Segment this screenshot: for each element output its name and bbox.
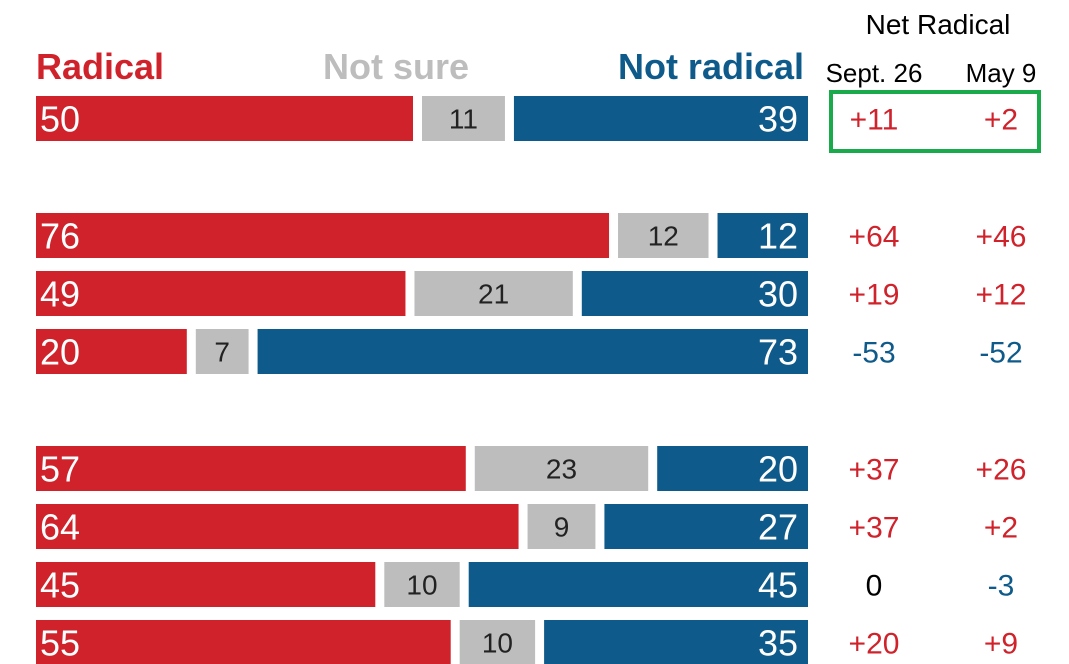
bar-not-radical-row-5 — [657, 446, 808, 491]
value-label-radical-row-4: 20 — [40, 332, 80, 373]
legend-not-sure: Not sure — [323, 46, 469, 87]
value-label-not-sure-row-1: 11 — [449, 104, 478, 135]
value-label-not-sure-row-4: 7 — [214, 337, 230, 368]
bar-not-radical-row-4 — [257, 329, 809, 374]
net-value-row-6-col-2: +2 — [984, 512, 1018, 545]
value-label-radical-row-6: 64 — [40, 507, 80, 548]
net-value-row-3-col-1: +19 — [849, 279, 900, 312]
bar-not-sure-row-1 — [422, 96, 505, 141]
net-value-row-2-col-1: +64 — [849, 221, 900, 254]
bar-radical-row-8 — [36, 620, 451, 664]
bar-not-sure-row-5 — [474, 446, 649, 491]
net-value-row-6-col-1: +37 — [849, 512, 900, 545]
net-value-row-5-col-1: +37 — [849, 454, 900, 487]
column-header-sept-26: Sept. 26 — [826, 58, 923, 88]
bar-not-radical-row-1 — [513, 96, 808, 141]
net-value-row-2-col-2: +46 — [976, 221, 1027, 254]
value-label-not-sure-row-7: 10 — [406, 570, 437, 601]
bar-radical-row-7 — [36, 562, 376, 607]
legend-not-radical: Not radical — [618, 46, 804, 87]
bar-radical-row-4 — [36, 329, 187, 374]
bar-not-radical-row-6 — [604, 504, 808, 549]
bar-not-radical-row-8 — [544, 620, 808, 664]
value-label-radical-row-1: 50 — [40, 99, 80, 140]
net-value-row-1-col-1: +11 — [850, 104, 899, 137]
value-label-not-radical-row-4: 73 — [758, 332, 798, 373]
bar-not-sure-row-7 — [384, 562, 460, 607]
value-label-radical-row-8: 55 — [40, 623, 80, 664]
net-value-row-3-col-2: +12 — [976, 279, 1027, 312]
bar-not-sure-row-6 — [527, 504, 596, 549]
value-label-not-radical-row-1: 39 — [758, 99, 798, 140]
bar-not-sure-row-3 — [414, 271, 573, 316]
net-radical-table: +11 +2+64 +46+19 +12-53 -52+37 +26+37 +20 -3+20… — [829, 90, 1041, 661]
value-label-not-radical-row-7: 45 — [758, 565, 798, 606]
value-label-not-radical-row-6: 27 — [758, 507, 798, 548]
value-label-radical-row-5: 57 — [40, 449, 80, 490]
bar-not-sure-row-4 — [195, 329, 249, 374]
bar-not-sure-row-2 — [618, 213, 709, 258]
value-label-not-radical-row-5: 20 — [758, 449, 798, 490]
bar-not-radical-row-2 — [717, 213, 808, 258]
net-value-row-4-col-1: -53 — [852, 337, 895, 370]
bar-radical-row-1 — [36, 96, 413, 141]
net-value-row-8-col-2: +9 — [984, 628, 1018, 661]
value-label-not-sure-row-2: 12 — [648, 221, 679, 252]
net-value-row-7-col-1: 0 — [866, 570, 883, 603]
legend-radical: Radical — [36, 46, 164, 87]
bar-not-sure-row-8 — [459, 620, 536, 664]
net-radical-title: Net Radical — [866, 9, 1011, 40]
value-label-not-radical-row-8: 35 — [758, 623, 798, 664]
bar-not-radical-row-3 — [581, 271, 808, 316]
value-label-not-sure-row-6: 9 — [554, 512, 570, 543]
bar-radical-row-5 — [36, 446, 466, 491]
value-label-radical-row-3: 49 — [40, 274, 80, 315]
value-label-not-sure-row-8: 10 — [482, 628, 513, 659]
value-label-not-radical-row-2: 12 — [758, 216, 798, 257]
highlight-box — [829, 90, 1041, 153]
value-label-radical-row-2: 76 — [40, 216, 80, 257]
bar-radical-row-2 — [36, 213, 610, 258]
bars-group: 50 11 39 76 12 12 49 21 30 20 7 73 57 23 20 64 9 27 45 10 45… — [36, 96, 809, 664]
bar-radical-row-6 — [36, 504, 519, 549]
net-value-row-5-col-2: +26 — [976, 454, 1027, 487]
bar-radical-row-3 — [36, 271, 406, 316]
value-label-not-radical-row-3: 30 — [758, 274, 798, 315]
value-label-radical-row-7: 45 — [40, 565, 80, 606]
net-value-row-8-col-1: +20 — [849, 628, 900, 661]
net-value-row-4-col-2: -52 — [979, 337, 1022, 370]
value-label-not-sure-row-3: 21 — [478, 279, 509, 310]
bar-not-radical-row-7 — [468, 562, 808, 607]
net-value-row-7-col-2: -3 — [988, 570, 1015, 603]
net-value-row-1-col-2: +2 — [984, 104, 1018, 137]
column-header-may-9: May 9 — [966, 58, 1037, 88]
value-label-not-sure-row-5: 23 — [546, 454, 577, 485]
